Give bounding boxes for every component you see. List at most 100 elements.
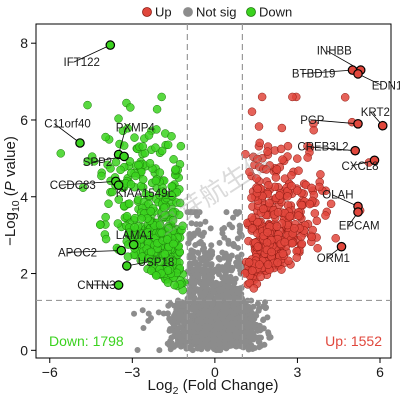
point-up bbox=[253, 184, 262, 194]
point-up bbox=[287, 181, 296, 191]
point-not-sig bbox=[215, 254, 222, 261]
point-not-sig bbox=[223, 320, 230, 327]
point-not-sig bbox=[205, 342, 212, 349]
point-up bbox=[249, 284, 259, 293]
point-not-sig bbox=[187, 312, 194, 319]
gene-label-usp18: USP18 bbox=[138, 257, 174, 269]
plot-points bbox=[56, 92, 374, 354]
point-not-sig bbox=[194, 317, 201, 324]
point-not-sig bbox=[248, 328, 255, 335]
point-not-sig bbox=[245, 344, 252, 351]
point-not-sig bbox=[191, 334, 198, 341]
x-tick-label: 6 bbox=[376, 364, 384, 380]
point-not-sig bbox=[192, 209, 199, 216]
gene-label-edn1: EDN1 bbox=[372, 80, 400, 92]
point-down bbox=[160, 249, 170, 259]
gene-point-ift122 bbox=[105, 40, 116, 50]
gene-label-kiaa1549l: KIAA1549L bbox=[116, 188, 175, 200]
point-up bbox=[259, 204, 268, 214]
point-up bbox=[277, 265, 286, 274]
point-not-sig bbox=[195, 325, 202, 332]
point-down bbox=[168, 257, 178, 266]
point-down bbox=[146, 207, 155, 216]
point-up bbox=[276, 144, 286, 154]
point-not-sig bbox=[134, 346, 141, 353]
point-not-sig bbox=[199, 297, 206, 304]
point-not-sig bbox=[207, 318, 214, 325]
point-down bbox=[151, 143, 160, 152]
point-not-sig bbox=[185, 240, 192, 247]
point-down bbox=[124, 199, 134, 208]
point-not-sig bbox=[223, 262, 230, 269]
point-up bbox=[247, 107, 257, 116]
point-down bbox=[114, 114, 123, 123]
point-not-sig bbox=[230, 214, 237, 221]
point-not-sig bbox=[191, 260, 198, 267]
point-not-sig bbox=[189, 275, 196, 282]
point-up bbox=[292, 253, 301, 262]
x-axis-label: Log2 (Fold Change) bbox=[148, 377, 279, 397]
point-up bbox=[307, 183, 316, 193]
gene-point-usp18 bbox=[122, 261, 132, 271]
point-up bbox=[293, 154, 302, 163]
point-up bbox=[248, 266, 257, 275]
point-down bbox=[83, 157, 92, 166]
point-not-sig bbox=[211, 328, 218, 335]
point-up bbox=[313, 243, 322, 253]
y-axis-label: −Log10 (P value) bbox=[2, 136, 22, 246]
point-up bbox=[275, 191, 284, 200]
point-down bbox=[170, 280, 179, 290]
point-down bbox=[144, 131, 154, 140]
axes: −6 −3 0 3 6 0 2 4 6 8 bbox=[20, 35, 384, 380]
point-not-sig bbox=[183, 333, 190, 340]
point-not-sig bbox=[213, 266, 220, 273]
point-up bbox=[267, 247, 276, 257]
point-down bbox=[152, 104, 162, 114]
point-down bbox=[175, 198, 185, 208]
gene-label-spp2: SPP2 bbox=[83, 157, 112, 169]
point-not-sig bbox=[265, 331, 272, 338]
point-not-sig bbox=[226, 221, 233, 228]
point-down bbox=[137, 214, 146, 223]
point-down bbox=[157, 92, 166, 102]
point-up bbox=[263, 260, 273, 269]
point-not-sig bbox=[156, 347, 163, 354]
point-down bbox=[95, 220, 105, 229]
point-down bbox=[144, 191, 154, 200]
point-up bbox=[273, 208, 283, 217]
point-not-sig bbox=[254, 327, 261, 334]
point-not-sig bbox=[231, 243, 238, 250]
point-down bbox=[101, 234, 111, 244]
point-down bbox=[167, 132, 176, 141]
point-not-sig bbox=[258, 342, 265, 349]
y-tick-label: 4 bbox=[20, 189, 28, 205]
point-not-sig bbox=[198, 334, 205, 341]
point-not-sig bbox=[257, 334, 264, 341]
point-down bbox=[131, 171, 140, 181]
point-not-sig bbox=[196, 209, 203, 216]
point-not-sig bbox=[201, 277, 208, 284]
point-not-sig bbox=[233, 339, 240, 346]
point-not-sig bbox=[193, 221, 200, 228]
point-not-sig bbox=[225, 327, 232, 334]
point-not-sig bbox=[237, 328, 244, 335]
point-not-sig bbox=[213, 294, 220, 301]
point-not-sig bbox=[247, 315, 254, 322]
point-not-sig bbox=[201, 249, 208, 256]
point-not-sig bbox=[224, 291, 231, 298]
point-down bbox=[104, 199, 113, 208]
point-up bbox=[309, 125, 318, 135]
point-up bbox=[263, 228, 272, 237]
point-not-sig bbox=[227, 335, 234, 342]
point-down bbox=[114, 195, 123, 204]
point-up bbox=[241, 149, 250, 159]
gene-label-cxcl8: CXCL8 bbox=[342, 161, 379, 173]
gene-label-creb3l2: CREB3L2 bbox=[297, 142, 348, 154]
point-not-sig bbox=[223, 301, 230, 308]
point-down bbox=[168, 208, 178, 217]
point-down bbox=[155, 168, 165, 177]
point-not-sig bbox=[234, 320, 241, 327]
legend-label-up: Up bbox=[155, 5, 172, 20]
point-not-sig bbox=[155, 309, 162, 316]
point-not-sig bbox=[191, 338, 198, 345]
